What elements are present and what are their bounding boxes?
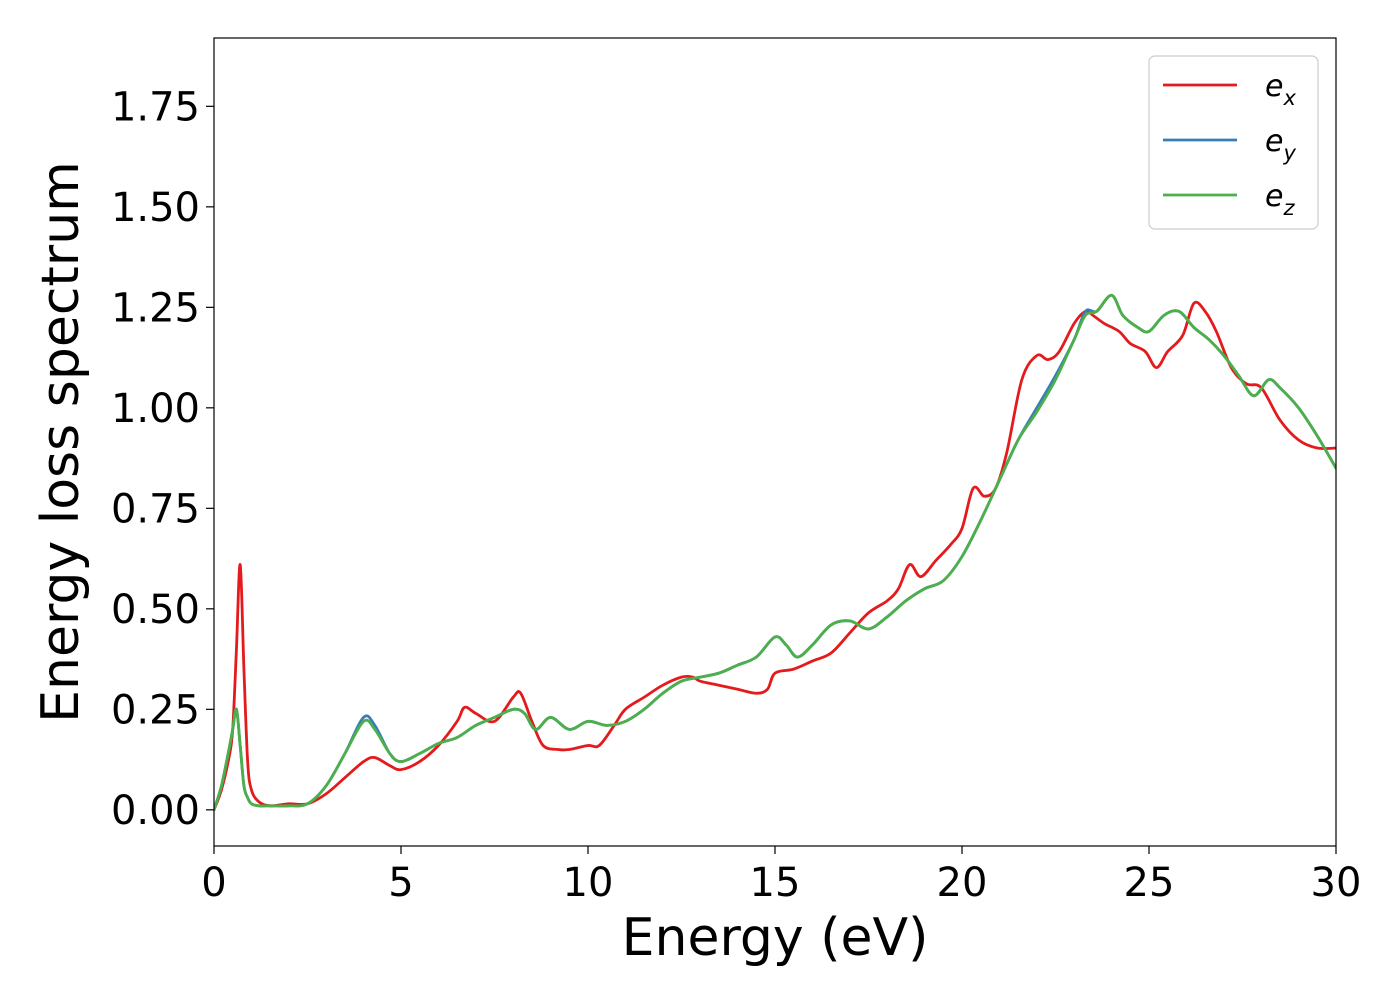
legend: ex ey ez: [1148, 55, 1319, 230]
series-line-ey: [214, 293, 1336, 812]
y-tick-label: 1.25: [111, 285, 200, 331]
ticks-layer: 0 5 10 15 20 25 30 0.00 0.25 0.50 0.75 1.00 1.25 1.50…: [111, 84, 1362, 906]
series-layer: [214, 293, 1336, 812]
y-tick-label: 0.75: [111, 486, 200, 532]
y-tick-label: 0.50: [111, 587, 200, 633]
x-tick-label: 5: [388, 860, 413, 906]
y-tick-label: 1.75: [111, 84, 200, 130]
x-tick-label: 30: [1311, 860, 1362, 906]
x-tick-label: 15: [750, 860, 801, 906]
y-tick-label: 0.25: [111, 687, 200, 733]
y-tick-label: 1.00: [111, 386, 200, 432]
legend-label-ez: ez: [1265, 179, 1295, 220]
x-tick-label: 0: [201, 860, 226, 906]
series-line-ex: [214, 300, 1336, 812]
x-tick-label: 20: [937, 860, 988, 906]
legend-label-ey: ey: [1265, 124, 1296, 165]
y-tick-label: 0.00: [111, 788, 200, 834]
x-tick-label: 10: [563, 860, 614, 906]
legend-label-ex: ex: [1265, 69, 1296, 110]
legend-box: [1148, 55, 1319, 230]
x-tick-label: 25: [1124, 860, 1175, 906]
x-axis-title: Energy (eV): [622, 908, 929, 968]
y-axis-title: Energy loss spectrum: [31, 161, 91, 723]
y-tick-label: 1.50: [111, 185, 200, 231]
series-line-ez: [214, 293, 1336, 812]
